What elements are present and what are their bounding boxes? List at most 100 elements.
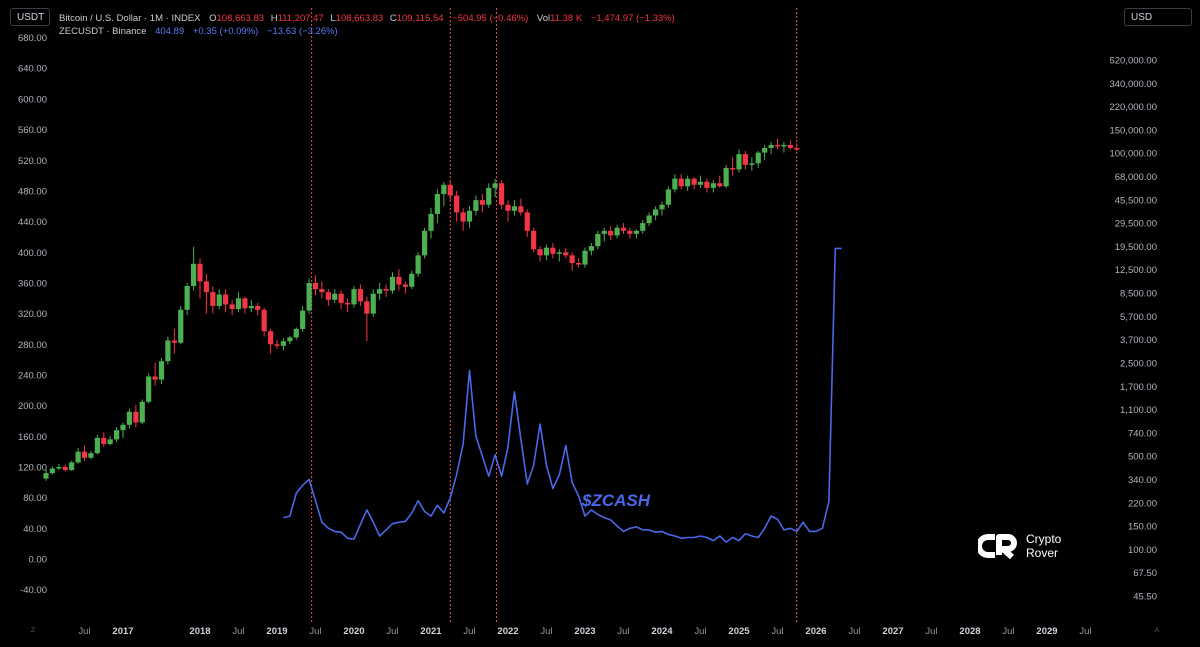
x-axis-tick-label: Jul bbox=[925, 626, 937, 637]
btc-candle-body bbox=[531, 230, 537, 250]
right-axis-tick-label: 520,000.00 bbox=[1109, 56, 1157, 67]
btc-candle-body bbox=[114, 430, 120, 440]
right-axis-tick-label: 100,000.00 bbox=[1109, 149, 1157, 160]
btc-candle-body bbox=[396, 276, 402, 285]
btc-candle-body bbox=[787, 144, 793, 148]
timezone-corner-button[interactable]: Z bbox=[28, 626, 38, 636]
btc-candle-body bbox=[203, 281, 209, 293]
x-axis-tick-label: Jul bbox=[232, 626, 244, 637]
logo-line-2: Rover bbox=[1026, 546, 1059, 560]
btc-candle-body bbox=[742, 154, 748, 165]
btc-candle-body bbox=[653, 209, 659, 216]
btc-candle-body bbox=[633, 230, 639, 234]
x-axis-tick-label: Jul bbox=[78, 626, 90, 637]
btc-candle-body bbox=[723, 167, 729, 187]
btc-candle-body bbox=[165, 340, 171, 362]
left-axis-tick-label: 320.00 bbox=[18, 309, 47, 320]
btc-candle-body bbox=[755, 152, 761, 164]
btc-candle-body bbox=[774, 144, 781, 147]
btc-high-label: H bbox=[270, 13, 278, 24]
btc-candle-body bbox=[678, 178, 684, 187]
x-axis-tick-label: 2026 bbox=[805, 626, 826, 637]
btc-legend-row[interactable]: Bitcoin / U.S. Dollar · 1M · INDEX O108,… bbox=[59, 13, 675, 24]
left-axis-tick-label: 280.00 bbox=[18, 340, 47, 351]
btc-candle-body bbox=[466, 210, 473, 222]
x-axis-tick-label: 2027 bbox=[882, 626, 903, 637]
btc-candle-body bbox=[223, 294, 229, 305]
btc-close-value: 109,115.54 bbox=[396, 13, 444, 24]
btc-candle-body bbox=[62, 466, 68, 471]
x-axis-tick-label: Jul bbox=[386, 626, 398, 637]
left-axis-tick-label: 520.00 bbox=[18, 156, 47, 167]
btc-candle-body bbox=[332, 293, 338, 300]
zec-legend-row[interactable]: ZECUSDT · Binance 404.89 +0.35 (+0.09%) … bbox=[59, 26, 338, 37]
corner-right-label: A bbox=[1154, 627, 1160, 634]
btc-candle-body bbox=[94, 437, 100, 454]
btc-candle-body bbox=[75, 451, 81, 463]
left-axis-unit-button[interactable]: USDT bbox=[10, 8, 50, 26]
btc-candle-body bbox=[210, 292, 216, 306]
left-axis-tick-label: 200.00 bbox=[18, 401, 47, 412]
btc-open-value: 108,663.83 bbox=[216, 13, 265, 24]
right-axis-tick-label: 1,100.00 bbox=[1120, 405, 1157, 416]
btc-candle-body bbox=[537, 249, 543, 256]
zcash-annotation: $ZCASH bbox=[581, 491, 651, 510]
crypto-rover-logo: Crypto Rover bbox=[978, 531, 1061, 561]
btc-candle-body bbox=[101, 437, 107, 444]
right-axis-tick-label: 340.00 bbox=[1128, 475, 1157, 486]
x-axis-tick-label: 2022 bbox=[497, 626, 518, 637]
x-axis-tick-label: Jul bbox=[848, 626, 860, 637]
auto-scale-corner-button[interactable]: A bbox=[1152, 626, 1162, 636]
left-axis-tick-label: 40.00 bbox=[23, 524, 47, 535]
btc-candle-body bbox=[171, 340, 177, 343]
btc-open-label: O bbox=[209, 13, 217, 24]
right-axis-tick-label: 150.00 bbox=[1128, 522, 1157, 533]
btc-low-label: L bbox=[330, 13, 336, 24]
left-axis-tick-label: 120.00 bbox=[18, 462, 47, 473]
btc-candle-body bbox=[441, 184, 447, 195]
btc-candle-body bbox=[383, 289, 389, 291]
right-axis-tick-label: 29,500.00 bbox=[1115, 219, 1157, 230]
btc-candle-body bbox=[563, 252, 569, 256]
btc-candle-body bbox=[640, 223, 646, 231]
btc-candle-body bbox=[415, 255, 421, 274]
btc-candle-body bbox=[691, 178, 697, 185]
btc-candle-body bbox=[614, 227, 620, 236]
btc-candle-body bbox=[422, 230, 428, 256]
btc-candle-body bbox=[364, 301, 370, 314]
btc-candle-body bbox=[56, 466, 62, 469]
btc-candle-body bbox=[672, 178, 678, 190]
right-axis-tick-label: 45,500.00 bbox=[1115, 195, 1157, 206]
btc-candle-body bbox=[499, 183, 505, 205]
btc-high-value: 111,207.47 bbox=[277, 13, 324, 24]
left-axis-tick-label: 680.00 bbox=[18, 33, 47, 44]
btc-candle-body bbox=[588, 246, 594, 251]
x-axis-tick-label: Jul bbox=[463, 626, 475, 637]
btc-vol-change: −1,474.97 (−1.33%) bbox=[590, 13, 675, 24]
btc-candle-body bbox=[235, 298, 242, 310]
btc-candle-body bbox=[511, 206, 517, 211]
btc-candle-body bbox=[261, 309, 267, 332]
btc-candle-body bbox=[479, 200, 485, 205]
btc-candle-body bbox=[704, 181, 710, 188]
btc-candle-body bbox=[43, 473, 49, 479]
btc-candle-body bbox=[646, 215, 652, 224]
btc-low-value: 108,663.83 bbox=[335, 13, 384, 24]
btc-candle-body bbox=[730, 167, 736, 170]
btc-candle-body bbox=[409, 273, 415, 287]
x-axis-tick-label: Jul bbox=[1079, 626, 1091, 637]
btc-candle-body bbox=[550, 247, 556, 254]
right-axis-unit-button[interactable]: USD bbox=[1124, 8, 1192, 26]
right-axis-tick-label: 220.00 bbox=[1128, 498, 1157, 509]
btc-candle-body bbox=[492, 183, 498, 188]
btc-candle-body bbox=[665, 189, 671, 205]
x-axis-tick-label: 2017 bbox=[112, 626, 133, 637]
btc-candle-body bbox=[312, 282, 319, 290]
x-axis-tick-label: 2025 bbox=[728, 626, 750, 637]
btc-candle-body bbox=[569, 255, 575, 264]
btc-candle-body bbox=[749, 163, 755, 165]
x-axis-tick-label: 2028 bbox=[959, 626, 980, 637]
btc-candle-body bbox=[49, 468, 55, 474]
btc-candle-body bbox=[338, 293, 344, 303]
